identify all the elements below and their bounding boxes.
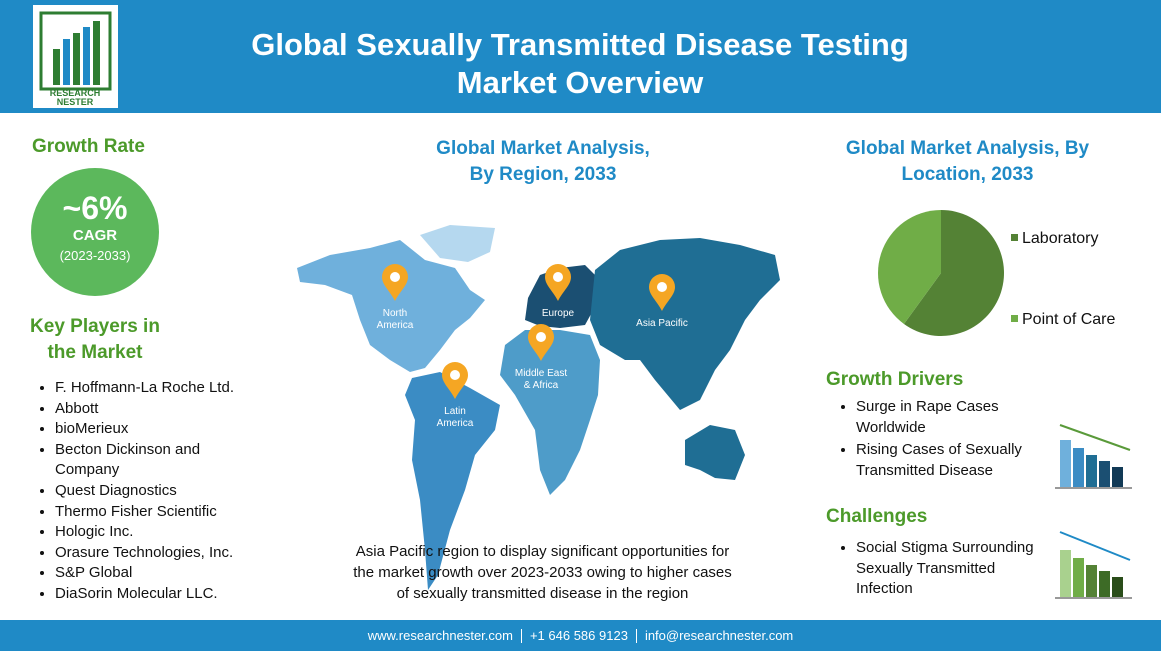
logo-text: NESTER (57, 97, 94, 107)
region-label: America (437, 418, 474, 429)
growth-period: (2023-2033) (59, 248, 131, 263)
players-heading: Key Players in the Market (20, 314, 170, 366)
pie-slice (903, 210, 1005, 336)
player: Orasure Technologies, Inc. (55, 543, 240, 564)
region-label: America (377, 320, 414, 331)
item-line: Surge in Rape Cases (856, 398, 999, 415)
logo: RESEARCH NESTER (33, 5, 118, 108)
region-label: Latin (444, 406, 466, 417)
map-pin-dot (553, 272, 563, 282)
pie-title: Global Market Analysis, By Location, 203… (820, 136, 1115, 188)
player: S&P Global (55, 563, 240, 584)
item-line: Worldwide (856, 418, 926, 436)
player: Abbott (55, 399, 240, 420)
list-item: Rising Cases of Sexually Transmitted Dise… (856, 440, 1056, 481)
item-line: Rising Cases of Sexually (856, 441, 1022, 459)
map-pin-dot (390, 272, 400, 282)
map-title: Global Market Analysis, By Region, 2033 (393, 136, 693, 188)
asia (590, 238, 780, 410)
item-line: Sexually Transmitted (856, 559, 996, 577)
list-item: Surge in Rape Cases Worldwide (856, 397, 1056, 438)
map-caption: Asia Pacific region to display significa… (310, 541, 775, 604)
legend-swatch (1011, 234, 1018, 241)
heading-line: the Market (47, 342, 143, 363)
heading-line: Global Market Analysis, (436, 138, 650, 159)
separator (635, 628, 637, 643)
legend-label: Point of Care (1022, 311, 1115, 328)
player: DiaSorin Molecular LLC. (55, 584, 240, 605)
footer-email: info@researchnester.com (644, 628, 794, 643)
challenges-heading: Challenges (826, 506, 928, 527)
caption-line: Asia Pacific region to display significa… (355, 543, 730, 560)
trend-icons (1055, 424, 1132, 599)
list-item: Social Stigma Surrounding Sexually Transm… (856, 538, 1056, 600)
logo-icon: RESEARCH NESTER (39, 11, 112, 107)
map-pin (442, 362, 468, 399)
caption-line: of sexually transmitted disease in the r… (396, 585, 689, 602)
map-pin (545, 264, 571, 301)
player: bioMerieux (55, 419, 240, 440)
drivers-list: Surge in Rape Cases Worldwide Rising Cases… (836, 397, 1056, 483)
map-pin (382, 264, 408, 301)
item-line: Infection (856, 580, 913, 598)
footer: www.researchnester.com +1 646 586 9123 i… (0, 620, 1161, 651)
footer-website: www.researchnester.com (367, 628, 513, 643)
heading-line: Global Market Analysis, By (845, 138, 1090, 159)
map-pin (528, 324, 554, 361)
player: Hologic Inc. (55, 522, 240, 543)
header-band (0, 0, 1161, 113)
growth-label: CAGR (72, 227, 118, 244)
greenland (420, 225, 495, 262)
heading-line: Location, 2033 (901, 164, 1034, 185)
region-label: Middle East (515, 368, 567, 379)
latin-america (405, 372, 500, 590)
challenges-list: Social Stigma Surrounding Sexually Transm… (836, 538, 1056, 602)
map-pin-dot (450, 370, 460, 380)
map-pin-dot (536, 332, 546, 342)
heading-line: Key Players in (30, 316, 160, 337)
title-line: Global Sexually Transmitted Disease Test… (251, 27, 909, 62)
heading-line: By Region, 2033 (469, 164, 617, 185)
australia (685, 425, 745, 480)
legend-label: Laboratory (1022, 230, 1099, 247)
europe (525, 265, 600, 328)
caption-line: the market growth over 2023-2033 owing t… (353, 564, 732, 581)
player: F. Hoffmann-La Roche Ltd. (55, 378, 240, 399)
map-pin-dot (657, 282, 667, 292)
growth-value: ~6% (62, 190, 128, 226)
footer-phone: +1 646 586 9123 (529, 628, 628, 643)
region-label: Europe (542, 308, 575, 319)
growth-circle: ~6% CAGR (2023-2033) (31, 168, 159, 296)
pie-slice (877, 210, 941, 324)
africa (500, 330, 600, 495)
map-pin (649, 274, 675, 311)
drivers-heading: Growth Drivers (826, 369, 964, 390)
growth-heading: Growth Rate (32, 136, 145, 157)
item-line: Transmitted Disease (856, 461, 993, 479)
region-label: & Africa (524, 380, 559, 391)
legend-swatch (1011, 315, 1018, 322)
region-label: North (383, 308, 407, 319)
separator (520, 628, 522, 643)
player: Quest Diagnostics (55, 481, 240, 502)
player: Thermo Fisher Scientific (55, 502, 240, 523)
north-america (297, 240, 485, 372)
players-list: F. Hoffmann-La Roche Ltd.AbbottbioMerieu… (35, 378, 240, 605)
title-line: Market Overview (456, 65, 704, 100)
logo-text: RESEARCH (50, 88, 101, 98)
region-label: Asia Pacific (636, 318, 688, 329)
title: Global Sexually Transmitted Disease Test… (180, 26, 980, 102)
item-line: Social Stigma Surrounding (856, 539, 1034, 556)
player: Becton Dickinson and Company (55, 440, 240, 481)
